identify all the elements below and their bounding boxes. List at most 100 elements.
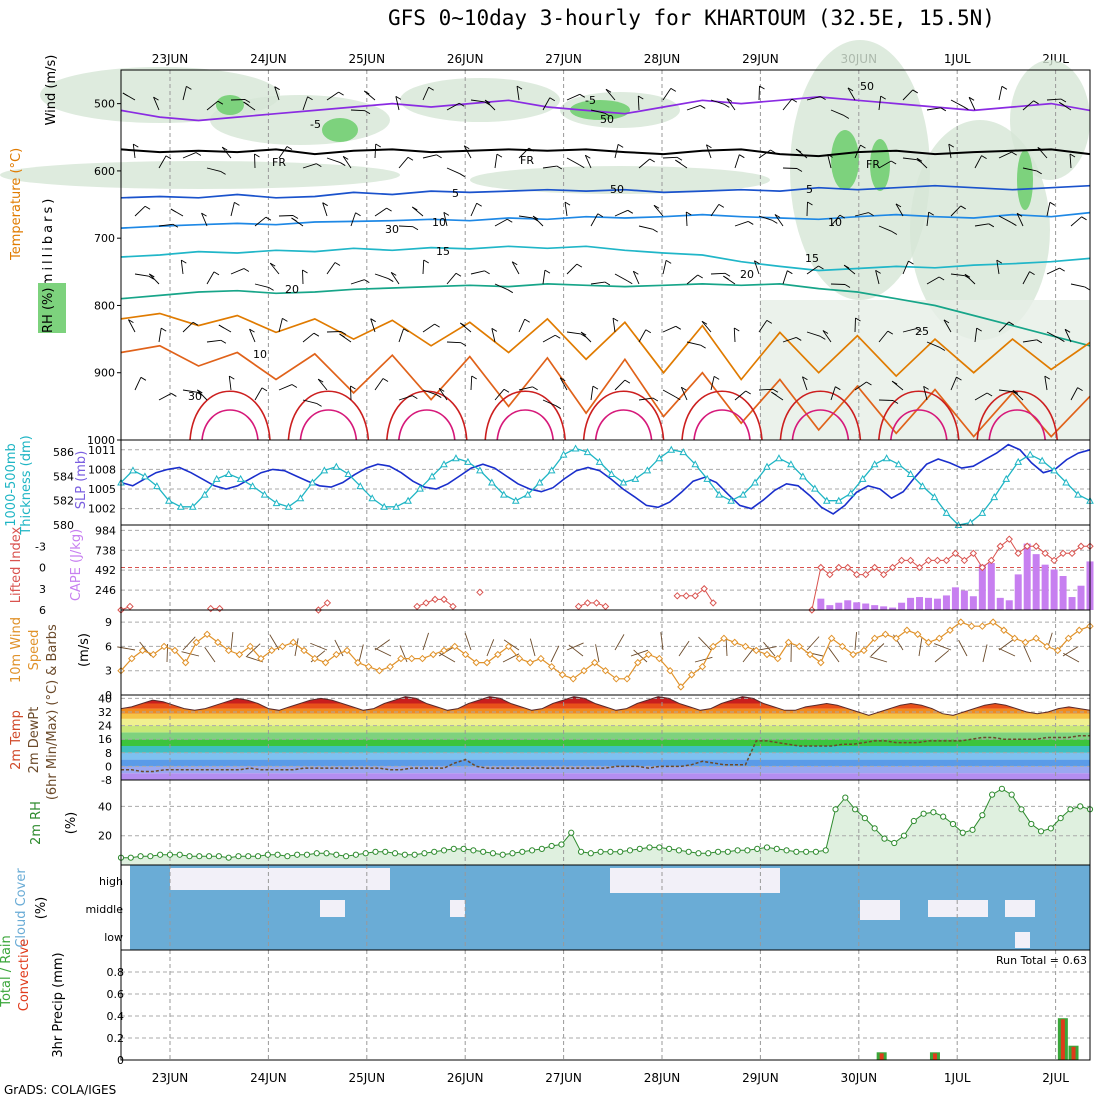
panel-ylabel-line: 2m DewPt — [27, 707, 42, 774]
wind-barb-feather — [220, 171, 226, 175]
cape-bar — [853, 602, 861, 610]
rh2m-marker — [480, 848, 487, 855]
wind-barb — [902, 328, 917, 333]
wind10-speed-marker — [440, 646, 448, 655]
wind-barb-feather — [153, 96, 159, 101]
wind-barb-feather — [670, 88, 677, 92]
wind-barb-feather — [1036, 339, 1043, 344]
wind-barb — [566, 263, 578, 275]
wind-barb — [827, 154, 832, 169]
wind-barb-feather — [605, 88, 612, 93]
wind-barb — [614, 379, 626, 391]
wind-barb — [878, 225, 893, 232]
wind-barb-feather — [612, 317, 619, 322]
rh2m-marker — [881, 835, 888, 842]
wind-barb — [206, 100, 219, 111]
rh2m-marker — [489, 850, 497, 857]
wind-barb — [710, 376, 715, 391]
wind10-speed-marker — [461, 650, 470, 659]
wind-barb — [710, 272, 726, 275]
thickness-marker — [858, 474, 867, 482]
wind-barb-feather — [1059, 338, 1065, 342]
wind10-barb — [294, 638, 299, 657]
wind-barb — [374, 143, 377, 159]
wind-barb-feather — [956, 376, 962, 381]
wind-barb — [974, 155, 982, 169]
panel-ylabel-line: Cloud Cover — [14, 868, 29, 948]
rh2m-marker — [1067, 806, 1074, 813]
temp-tick: 8 — [105, 747, 112, 760]
wind-barb — [326, 157, 341, 163]
wind10-speed-marker — [601, 667, 610, 675]
lifted-index-marker — [1041, 549, 1049, 558]
cape-bar — [826, 605, 834, 610]
panel-ylabel-line: Thickness (dm) — [19, 435, 34, 535]
cloud-clear-patch — [860, 900, 900, 920]
rh2m-marker — [979, 812, 986, 819]
rh2m-marker — [431, 848, 438, 855]
wind-barb — [1064, 329, 1072, 343]
lifted-tick: -3 — [35, 540, 46, 553]
thickness-marker — [643, 466, 652, 474]
wind-barb — [158, 155, 167, 169]
cape-bar — [1032, 554, 1040, 610]
wind10-speed-line — [120, 621, 1091, 688]
rh2m-marker — [949, 820, 957, 828]
wind10-barb — [117, 646, 136, 651]
lifted-index-marker — [449, 602, 457, 611]
thickness-marker — [1038, 456, 1046, 464]
wind10-barb — [422, 632, 429, 651]
lifted-index-marker — [888, 563, 897, 572]
wind-barb — [950, 273, 965, 277]
wind-barb — [758, 215, 773, 221]
panel-ylabel: 10m Wind — [9, 617, 24, 683]
wind-barb — [374, 378, 384, 391]
wind-barb-feather — [706, 144, 712, 149]
wind-barb-feather — [544, 269, 551, 274]
wind10-speed-marker — [957, 618, 965, 626]
cape-bar — [871, 605, 879, 610]
wind10-speed-marker — [881, 630, 890, 638]
wind-barb-feather — [843, 115, 850, 119]
wind-barb-feather — [144, 205, 151, 210]
thickness-marker — [344, 469, 353, 477]
wind-barb — [1044, 376, 1048, 391]
wind-barb-feather — [524, 318, 530, 323]
wind-barb — [662, 260, 667, 275]
lifted-index-marker — [126, 602, 134, 611]
wind10-speed-marker — [192, 638, 201, 647]
panel-ylabel: Wind (m/s) — [44, 55, 59, 126]
wind10-speed-marker — [504, 642, 513, 651]
wind-barb-feather — [843, 264, 850, 269]
isotherm-hot-loop — [890, 409, 948, 441]
wind-barb — [974, 328, 978, 343]
wind10-speed-marker — [364, 662, 373, 671]
wind-barb-feather — [908, 260, 914, 265]
wind10-speed-marker — [860, 646, 868, 655]
wind-barb-feather — [1084, 286, 1090, 291]
lifted-index-marker — [835, 563, 843, 572]
panel-ylabel: (6hr Min/Max) (°C) — [45, 680, 60, 800]
contour-label: 50 — [600, 113, 614, 126]
isotherm-hot-loop — [976, 390, 1058, 441]
wind-barb-feather — [892, 400, 899, 404]
wind-barb-feather — [1029, 271, 1035, 276]
wind-barb — [302, 163, 317, 169]
wind-barb-feather — [891, 231, 898, 235]
temp-tick: 16 — [98, 733, 112, 746]
rh2m-marker — [450, 845, 457, 852]
wind-barb-feather — [165, 155, 172, 160]
wind-barb — [734, 154, 740, 169]
wind-barb — [180, 260, 184, 275]
thickness-marker — [440, 460, 448, 468]
wind-barb — [902, 260, 909, 275]
panel-ylabel: Total / Rain — [0, 935, 14, 1008]
wind-barb — [302, 96, 308, 111]
lifted-index-marker — [1032, 542, 1040, 550]
pressure-tick: 800 — [94, 299, 115, 312]
rh2m-marker — [391, 850, 399, 857]
wind-barb — [734, 390, 747, 401]
wind-barb-feather — [963, 106, 969, 110]
wind-barb — [542, 399, 556, 407]
rh2m-marker — [695, 850, 702, 857]
